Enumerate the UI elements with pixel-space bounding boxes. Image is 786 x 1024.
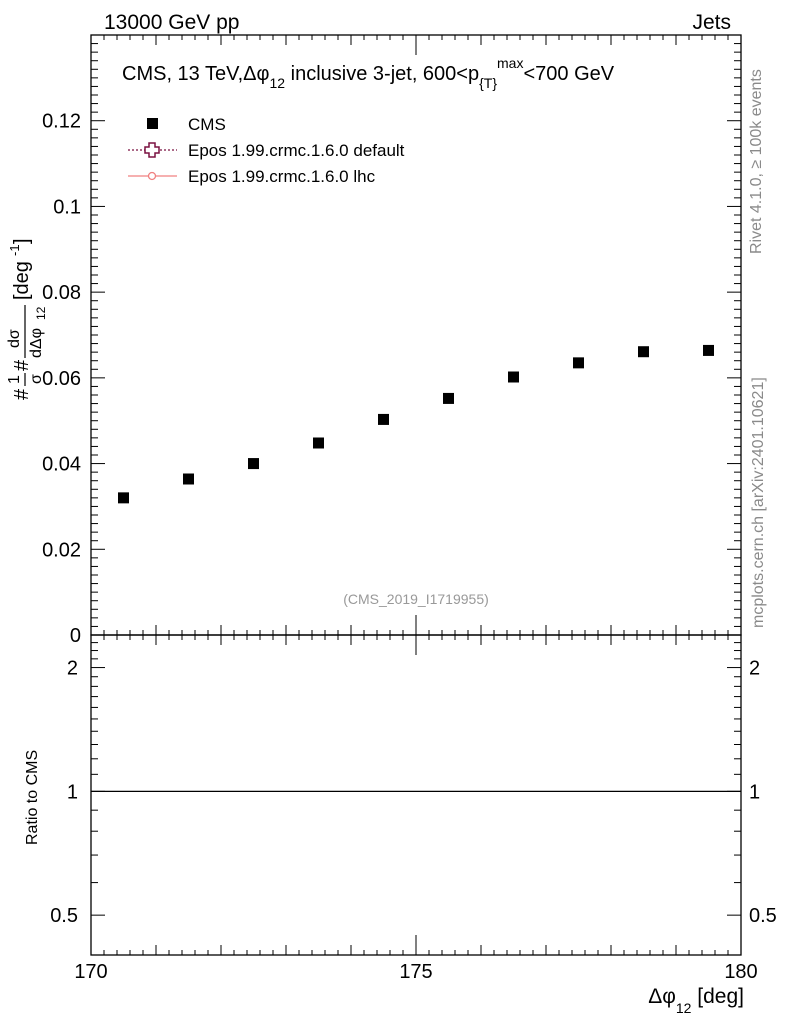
data-point-cms	[703, 344, 714, 356]
header-right: Jets	[692, 11, 731, 34]
analysis-watermark: (CMS_2019_I1719955)	[343, 591, 489, 607]
y-tick-label: 0.04	[42, 454, 81, 476]
ratio-tick-label-left: 1	[67, 781, 78, 803]
ratio-axis-ticks: 0.5 0.5 1 1 2 2	[50, 642, 777, 927]
y-tick-label: 0.02	[42, 539, 81, 561]
x-tick-label: 170	[74, 961, 107, 983]
chart-title: CMS, 13 TeV,Δφ12 inclusive 3-jet, 600<p{…	[122, 55, 615, 91]
data-point-cms	[443, 392, 454, 404]
ratio-tick-label-right: 0.5	[749, 905, 777, 927]
legend-default-label: Epos 1.99.crmc.1.6.0 default	[188, 141, 405, 160]
svg-text:[deg: [deg	[11, 261, 33, 300]
legend-cms-marker	[147, 118, 158, 129]
x-axis-ticks: 170 175 180	[74, 35, 758, 983]
svg-text:#: #	[11, 359, 33, 371]
y-tick-label: 0.06	[42, 368, 81, 390]
ratio-tick-label-left: 2	[67, 658, 78, 680]
svg-text:1: 1	[6, 375, 23, 384]
ratio-tick-label-right: 2	[749, 658, 760, 680]
ratio-tick-label-left: 0.5	[50, 905, 78, 927]
svg-text:σ: σ	[28, 374, 45, 384]
data-point-cms	[248, 458, 259, 470]
data-point-cms	[183, 473, 194, 485]
legend: CMS Epos 1.99.crmc.1.6.0 default Epos 1.…	[128, 115, 405, 186]
mcplots-label: mcplots.cern.ch [arXiv:2401.10621]	[750, 377, 767, 628]
data-point-cms	[378, 413, 389, 425]
header-left: 13000 GeV pp	[104, 11, 239, 34]
y-tick-label: 0.08	[42, 282, 81, 304]
svg-text:dΔφ: dΔφ	[28, 328, 45, 358]
data-points	[118, 344, 714, 504]
legend-default-marker	[144, 142, 160, 158]
ratio-tick-label-right: 1	[749, 781, 760, 803]
ratio-panel-frame	[90, 634, 742, 956]
main-axis-ticks: 0 0.02 0.04 0.06 0.08 0.1 0.12	[42, 34, 741, 647]
x-axis-label: Δφ12 [deg]	[648, 985, 744, 1016]
legend-lhc-marker	[147, 171, 157, 181]
svg-text:12: 12	[34, 306, 48, 320]
svg-text:]: ]	[11, 238, 33, 244]
x-tick-label: 180	[724, 961, 757, 983]
rivet-label: Rivet 4.1.0, ≥ 100k events	[748, 69, 765, 254]
y-tick-label: 0	[70, 625, 81, 647]
ratio-y-label: Ratio to CMS	[24, 750, 41, 845]
x-tick-label: 175	[399, 961, 432, 983]
y-tick-label: 0.1	[53, 196, 81, 218]
data-point-cms	[118, 492, 129, 504]
y-tick-label: 0.12	[42, 111, 81, 133]
legend-lhc-label: Epos 1.99.crmc.1.6.0 lhc	[188, 167, 376, 186]
data-point-cms	[638, 346, 649, 358]
svg-text:-1: -1	[7, 244, 22, 256]
data-point-cms	[573, 357, 584, 369]
data-point-cms	[313, 437, 324, 449]
legend-cms-label: CMS	[188, 115, 226, 134]
svg-text:#: #	[11, 388, 33, 400]
data-point-cms	[508, 371, 519, 383]
svg-text:dσ: dσ	[6, 329, 23, 348]
y-axis-label: # 1 σ # dσ dΔφ 12 [deg -1 ]	[6, 238, 48, 400]
